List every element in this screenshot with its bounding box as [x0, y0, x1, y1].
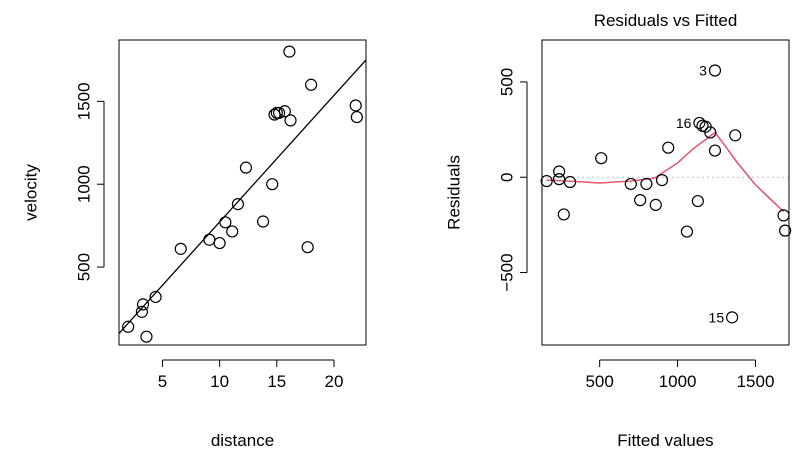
x-tick-label: 5: [158, 372, 167, 391]
data-point: [634, 194, 647, 207]
x-axis-label: distance: [211, 431, 274, 450]
data-point: [726, 311, 739, 324]
velocity-distance-panel: 5 10 15 20 500 1000 1500 distance velocity: [22, 39, 367, 450]
data-point: [136, 298, 150, 311]
data-point: [226, 225, 239, 238]
data-point: [704, 126, 717, 139]
data-point: [231, 198, 245, 211]
data-point: [283, 45, 296, 58]
plot-box: [541, 39, 790, 346]
point-annotations: 3 16 15: [676, 63, 725, 326]
point-label: 16: [676, 115, 692, 131]
data-point: [777, 209, 790, 222]
data-point: [680, 225, 694, 238]
residuals-vs-fitted-panel: 500 1000 1500 −500 0 500 3 16 15 Residuals vs F…: [445, 11, 792, 450]
data-point: [708, 64, 722, 77]
y-tick-label: 1000: [75, 165, 94, 203]
data-point: [649, 198, 662, 211]
data-point: [149, 290, 162, 304]
axes: 5 10 15 20 500 1000 1500: [75, 82, 344, 391]
data-point: [213, 236, 226, 250]
y-axis-label: velocity: [22, 164, 41, 221]
data-point: [729, 129, 742, 142]
point-label: 15: [709, 309, 725, 325]
x-tick-label: 500: [585, 372, 613, 391]
data-point: [135, 305, 148, 318]
x-tick-label: 20: [325, 372, 344, 391]
data-point: [662, 141, 675, 154]
data-point: [305, 78, 318, 91]
x-tick-label: 10: [210, 372, 229, 391]
data-point: [284, 114, 297, 127]
data-point: [272, 106, 286, 120]
data-points: [122, 45, 363, 343]
data-point: [655, 174, 669, 187]
data-point: [266, 178, 279, 191]
data-point: [174, 242, 187, 255]
data-point: [624, 177, 637, 191]
data-point: [140, 330, 153, 343]
data-point: [278, 105, 291, 118]
chart-title: Residuals vs Fitted: [594, 11, 738, 30]
x-tick-label: 1500: [737, 372, 775, 391]
data-point: [708, 144, 722, 157]
y-tick-label: −500: [498, 253, 517, 291]
data-point: [640, 177, 653, 191]
data-point: [301, 241, 314, 254]
axes: 500 1000 1500 −500 0 500: [498, 68, 775, 391]
y-tick-label: 1500: [75, 82, 94, 120]
data-point: [693, 116, 706, 130]
data-point: [553, 173, 566, 186]
data-point: [256, 215, 270, 228]
y-tick-label: 500: [75, 253, 94, 281]
data-point: [563, 175, 577, 189]
data-point: [350, 110, 363, 124]
y-tick-label: 500: [498, 68, 517, 96]
data-point: [203, 233, 216, 246]
smoother-line: [546, 131, 785, 213]
data-point: [122, 320, 135, 333]
data-point: [349, 99, 362, 112]
x-tick-label: 15: [267, 372, 286, 391]
point-label: 3: [699, 63, 707, 79]
plot-box: [118, 39, 367, 346]
data-point: [239, 161, 253, 174]
data-points: [540, 64, 792, 324]
data-point: [595, 152, 608, 165]
data-point: [557, 208, 570, 221]
data-point: [691, 194, 704, 208]
regression-line: [118, 59, 367, 334]
data-point: [553, 165, 566, 178]
x-axis-label: Fitted values: [617, 431, 713, 450]
y-axis-label: Residuals: [445, 155, 464, 230]
data-point: [779, 224, 792, 237]
data-point: [540, 174, 553, 188]
y-tick-label: 0: [498, 173, 517, 182]
data-point: [219, 216, 232, 229]
x-tick-label: 1000: [659, 372, 697, 391]
